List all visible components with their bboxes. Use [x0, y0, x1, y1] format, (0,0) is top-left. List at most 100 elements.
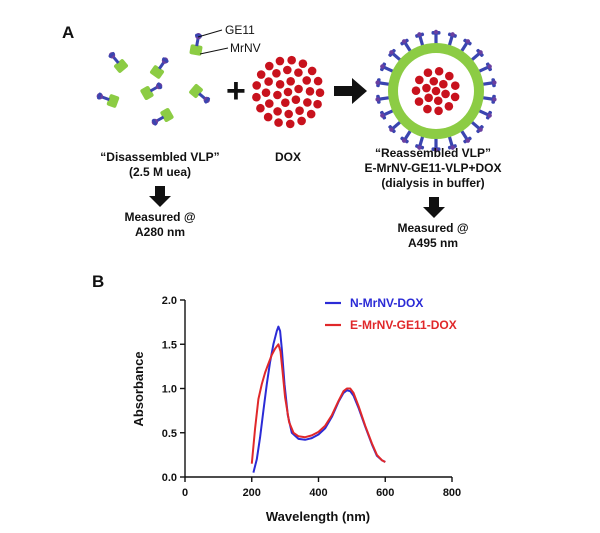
- dox-molecule: [263, 112, 273, 122]
- y-axis-title: Absorbance: [131, 351, 146, 426]
- mrnv-callout: MrNV: [199, 41, 261, 55]
- reassembled-title: “Reassembled VLP”: [375, 146, 491, 160]
- dox-cluster: [252, 55, 325, 129]
- dox-molecule: [274, 118, 283, 127]
- dox-molecule: [281, 98, 290, 107]
- dox-molecule: [450, 81, 460, 90]
- dox-molecule: [434, 106, 443, 116]
- dox-molecule: [294, 84, 303, 94]
- dox-molecule: [423, 104, 432, 114]
- dox-molecule: [298, 59, 308, 68]
- dox-molecule: [252, 81, 261, 90]
- down-arrow-right-icon: [423, 197, 445, 218]
- dox-molecule: [313, 99, 322, 109]
- dox-molecule: [256, 103, 265, 113]
- measured-left-line2: A280 nm: [135, 225, 185, 239]
- mrnv-label: MrNV: [230, 41, 261, 55]
- measured-left-line1: Measured @: [124, 210, 195, 224]
- dox-molecule: [431, 86, 441, 96]
- dox-molecule: [264, 99, 274, 108]
- plus-sign: +: [226, 72, 246, 110]
- dox-molecule: [415, 75, 424, 85]
- dox-molecule: [261, 88, 271, 97]
- y-tick-label: 1.5: [162, 339, 177, 351]
- dox-molecule: [283, 65, 292, 75]
- panel-b-letter: B: [92, 272, 104, 291]
- dox-molecule: [313, 76, 323, 86]
- right-arrow-icon: [334, 78, 367, 104]
- legend-label: N-MrNV-DOX: [350, 296, 423, 310]
- dox-molecule: [423, 68, 433, 77]
- measured-right-line2: A495 nm: [408, 236, 458, 250]
- dox-molecule: [434, 66, 444, 76]
- down-arrow-left-icon: [149, 186, 171, 207]
- x-axis-title: Wavelength (nm): [266, 509, 370, 524]
- dox-molecule: [305, 87, 315, 96]
- legend-label: E-MrNV-GE11-DOX: [350, 318, 457, 332]
- x-tick-label: 600: [376, 487, 394, 499]
- dox-molecule: [252, 92, 261, 102]
- x-tick-label: 200: [243, 487, 261, 499]
- dox-molecule: [302, 76, 312, 85]
- reassembled-subtitle-1: E-MrNV-GE11-VLP+DOX: [364, 161, 501, 175]
- dox-molecule: [433, 96, 443, 106]
- dox-molecule: [411, 86, 421, 96]
- ge11-spike: [374, 77, 391, 89]
- dox-molecule: [273, 107, 282, 116]
- dox-molecule: [284, 109, 293, 119]
- measured-right-line1: Measured @: [397, 221, 468, 235]
- reassembled-vlp: [374, 29, 498, 153]
- x-tick-label: 400: [309, 487, 327, 499]
- y-tick-label: 0.5: [162, 428, 177, 440]
- dox-molecule: [439, 79, 448, 89]
- dox-molecule: [286, 77, 295, 86]
- dox-molecule: [283, 87, 293, 97]
- dox-molecule: [275, 56, 285, 66]
- dox-molecule: [422, 83, 431, 93]
- absorbance-chart: 0.0 0.5 1.0 1.5 2.0 0 200 400 600 800 N-MrNV-DOX…: [131, 295, 461, 524]
- dox-molecule: [264, 61, 274, 71]
- dox-molecule: [444, 102, 454, 111]
- dox-molecule: [273, 90, 282, 100]
- ge11-spike: [431, 29, 441, 44]
- dox-molecule: [287, 55, 296, 65]
- series-line-n-mrnv-dox: [252, 325, 386, 473]
- dox-molecule: [291, 95, 301, 104]
- y-tick-label: 1.0: [162, 384, 177, 396]
- dox-molecule: [315, 88, 325, 98]
- dox-molecule: [445, 71, 454, 81]
- dox-molecule: [306, 109, 316, 119]
- series-line-e-mrnv-ge11-dox: [250, 343, 386, 464]
- x-tick-label: 0: [182, 487, 188, 499]
- dox-molecule: [295, 106, 304, 116]
- y-tick-label: 2.0: [162, 295, 177, 307]
- dox-molecule: [450, 92, 460, 102]
- disassembled-title: “Disassembled VLP”: [100, 150, 219, 164]
- ge11-callout: GE11: [197, 23, 255, 38]
- x-tick-label: 800: [443, 487, 461, 499]
- dox-molecule: [264, 77, 273, 86]
- disassembled-vlp-cluster: [94, 32, 214, 129]
- dox-molecule: [285, 119, 295, 129]
- ge11-spike: [374, 93, 391, 105]
- dox-molecule: [272, 68, 281, 78]
- ge11-spike: [481, 93, 498, 105]
- dox-label: DOX: [275, 150, 301, 164]
- dox-molecule: [297, 116, 306, 126]
- dox-molecule: [275, 80, 285, 89]
- dox-molecule: [303, 98, 312, 107]
- panel-a-letter: A: [62, 23, 74, 42]
- dox-molecule: [414, 97, 424, 106]
- ge11-spike: [481, 77, 498, 89]
- reassembled-subtitle-2: (dialysis in buffer): [381, 176, 484, 190]
- dox-molecule: [424, 93, 433, 103]
- dox-molecule: [256, 70, 266, 79]
- ge11-label: GE11: [225, 23, 255, 37]
- dox-molecule: [294, 68, 303, 77]
- dox-molecule: [307, 66, 317, 76]
- disassembled-subtitle: (2.5 M uea): [129, 165, 191, 179]
- dox-molecule: [441, 89, 450, 99]
- y-tick-label: 0.0: [162, 472, 177, 484]
- dox-molecule: [429, 76, 439, 86]
